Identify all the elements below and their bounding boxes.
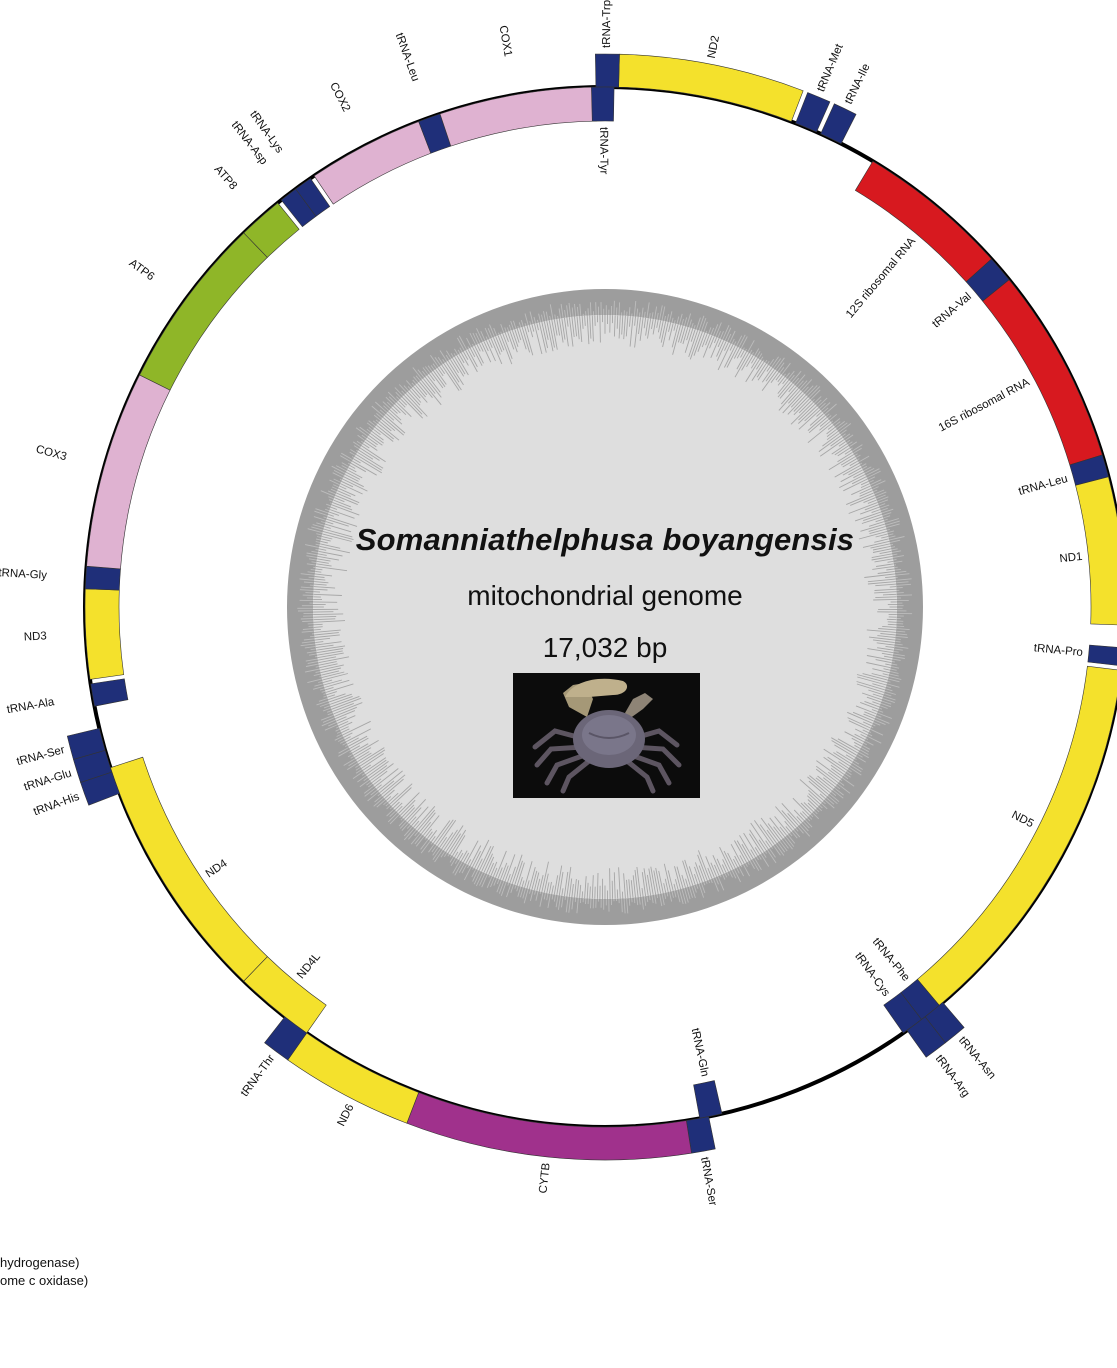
label-nd4l-19: ND4L <box>295 950 323 981</box>
label-nd2-0: ND2 <box>706 35 722 60</box>
label-trna-leu-6: tRNA-Leu <box>1017 473 1069 498</box>
label-nd5-9: ND5 <box>1009 809 1035 830</box>
label-12s-ribosomal-rna-3: 12S ribosomal RNA <box>844 235 918 320</box>
label-trna-trp-35: tRNA-Trp <box>601 0 613 48</box>
gene-trna-lys-31 <box>295 178 331 217</box>
gc-variation-ticks <box>297 300 913 914</box>
label-trna-ile-2: tRNA-Ile <box>843 62 873 106</box>
gene-nd5-9 <box>916 665 1117 1006</box>
gene-nd4-20 <box>110 756 268 982</box>
label-nd1-7: ND1 <box>1059 551 1083 565</box>
gene-trna-trp-35 <box>595 53 620 88</box>
label-nd6-17: ND6 <box>335 1102 356 1128</box>
gene-12s-ribosomal-rna-3 <box>854 160 992 283</box>
label-trna-thr-18: tRNA-Thr <box>239 1053 278 1099</box>
label-trna-his-21: tRNA-His <box>32 791 81 819</box>
gene-blocks <box>66 53 1117 1161</box>
label-trna-val-4: tRNA-Val <box>930 291 974 331</box>
gene-cox1-34 <box>439 86 597 147</box>
gc-ring-inner <box>312 315 897 899</box>
gene-nd1-7 <box>1075 476 1117 626</box>
label-trna-asn-12: tRNA-Asn <box>956 1035 998 1082</box>
label-trna-gly-26: tRNA-Gly <box>0 567 47 582</box>
species-name: Somanniathelphusa boyangensis <box>355 522 855 557</box>
label-trna-leu-33: tRNA-Leu <box>393 31 421 83</box>
gene-trna-arg-13 <box>906 1016 946 1058</box>
gene-nd2-0 <box>618 53 804 122</box>
legend-cox: ome c oxidase) <box>0 1273 89 1288</box>
label-nd3-25: ND3 <box>24 630 48 643</box>
label-cox1-34: COX1 <box>497 25 514 58</box>
label-atp8-29: ATP8 <box>212 163 239 192</box>
label-trna-met-1: tRNA-Met <box>815 42 846 94</box>
gene-atp6-28 <box>139 232 268 391</box>
label-trna-glu-22: tRNA-Glu <box>23 768 74 794</box>
label-trna-pro-8: tRNA-Pro <box>1033 642 1083 659</box>
gene-16s-ribosomal-rna-5 <box>982 279 1103 466</box>
gene-trna-ala-24 <box>90 678 129 707</box>
label-trna-tyr-36: tRNA-Tyr <box>597 127 609 174</box>
gene-trna-met-1 <box>795 92 831 133</box>
label-trna-arg-13: tRNA-Arg <box>933 1053 972 1100</box>
gene-trna-gln-14 <box>693 1080 723 1119</box>
label-trna-gln-14: tRNA-Gln <box>689 1027 711 1078</box>
label-trna-ala-24: tRNA-Ala <box>6 696 56 716</box>
label-cox3-27: COX3 <box>34 443 67 463</box>
genome-subtitle: mitochondrial genome <box>467 580 743 611</box>
label-trna-ser-15: tRNA-Ser <box>698 1156 719 1207</box>
genome-size: 17,032 bp <box>542 632 668 663</box>
label-nd4-20: ND4 <box>204 857 230 880</box>
gene-trna-tyr-36 <box>591 86 615 122</box>
label-16s-ribosomal-rna-5: 16S ribosomal RNA <box>937 376 1032 434</box>
gene-trna-ser-23 <box>66 728 106 760</box>
label-cox2-32: COX2 <box>327 81 352 114</box>
gc-content-ring <box>286 289 923 925</box>
crab-photo <box>513 673 700 798</box>
gene-trna-pro-8 <box>1087 644 1117 666</box>
label-trna-ser-23: tRNA-Ser <box>15 744 66 768</box>
label-atp6-28: ATP6 <box>127 257 157 283</box>
label-cytb-16: CYTB <box>537 1162 552 1194</box>
gene-atp8-29 <box>243 202 300 258</box>
legend-nadh: hydrogenase) <box>0 1255 80 1270</box>
gene-trna-ile-2 <box>820 103 857 145</box>
